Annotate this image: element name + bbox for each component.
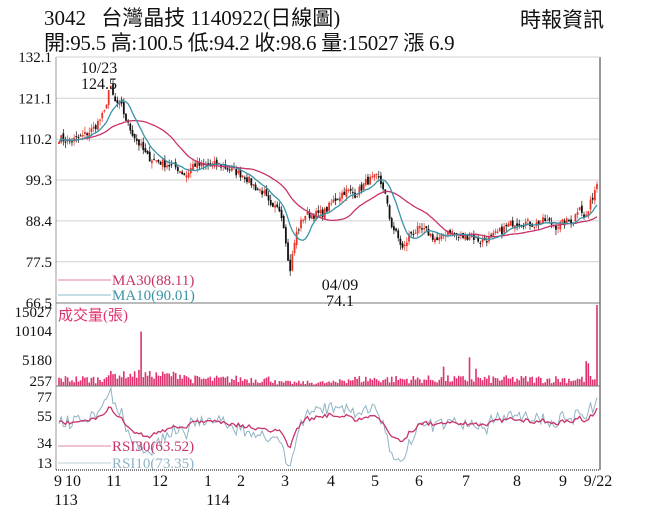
legend-ma10: MA10(90.01) — [112, 288, 195, 304]
x-month-label: 8 — [513, 473, 521, 490]
legend-ma30: MA30(88.11) — [112, 273, 194, 289]
x-month-label: 12 — [152, 473, 168, 490]
x-month-label: 9 — [54, 473, 62, 490]
x-month-label: 10 — [65, 473, 81, 490]
x-month-label: 9 — [559, 473, 567, 490]
y-tick-label: 10104 — [15, 324, 53, 340]
y-tick-label: 77 — [37, 390, 53, 406]
low-date-label: 04/09 — [322, 277, 358, 294]
high-date-label: 10/23 — [81, 60, 117, 77]
candlesticks — [58, 80, 598, 276]
data-source: 時報資訊 — [520, 8, 604, 32]
rsi10-line — [58, 386, 598, 467]
y-tick-label: 34 — [37, 436, 53, 452]
x-month-label: 4 — [327, 473, 335, 490]
y-tick-label: 55 — [37, 409, 52, 425]
y-tick-label: 77.5 — [26, 255, 52, 271]
x-month-label: 2 — [237, 473, 245, 490]
y-tick-label: 66.5 — [26, 296, 52, 312]
quote-summary: 開:95.5 高:100.5 低:94.2 收:98.6 量:15027 漲 6… — [44, 31, 455, 55]
x-month-label: 9/22 — [584, 473, 612, 490]
stock-name: 台灣晶技 — [101, 6, 186, 30]
gridlines — [56, 56, 600, 304]
x-month-label: 1 — [204, 473, 212, 490]
stock-code: 3042 — [44, 6, 86, 30]
y-tick-label: 15027 — [15, 305, 53, 321]
y-tick-label: 99.3 — [26, 173, 52, 189]
y-tick-label: 5180 — [22, 353, 52, 369]
x-year-label: 114 — [206, 492, 229, 509]
volume-bars — [58, 305, 598, 386]
axis-labels: 132.1121.1110.299.388.477.566.5150271010… — [15, 50, 613, 509]
y-tick-label: 257 — [30, 374, 53, 390]
y-tick-label: 132.1 — [18, 50, 52, 66]
rsi30-line — [58, 406, 598, 449]
chart-date: 1140922 — [190, 6, 264, 30]
ma30-line — [58, 119, 598, 238]
x-year-label: 113 — [54, 492, 77, 509]
x-month-label: 3 — [281, 473, 289, 490]
ma10-line — [58, 100, 598, 241]
legend-rsi10: RSI10(73.35) — [112, 456, 194, 472]
y-tick-label: 110.2 — [19, 132, 52, 148]
high-value-label: 124.5 — [81, 76, 117, 93]
x-month-label: 6 — [415, 473, 423, 490]
x-month-label: 7 — [462, 473, 470, 490]
x-month-label: 11 — [106, 473, 121, 490]
legend-rsi30: RSI30(63.52) — [112, 439, 194, 455]
x-month-label: 5 — [371, 473, 379, 490]
low-value-label: 74.1 — [326, 293, 354, 310]
volume-title: 成交量(張) — [58, 306, 128, 324]
panel-frames — [55, 56, 601, 471]
y-tick-label: 13 — [37, 456, 52, 472]
chart-title: 3042 台灣晶技 1140922(日線圖) — [44, 6, 340, 30]
y-tick-label: 121.1 — [18, 91, 52, 107]
chart-kind: (日線圖) — [263, 6, 341, 30]
y-tick-label: 88.4 — [26, 214, 53, 230]
